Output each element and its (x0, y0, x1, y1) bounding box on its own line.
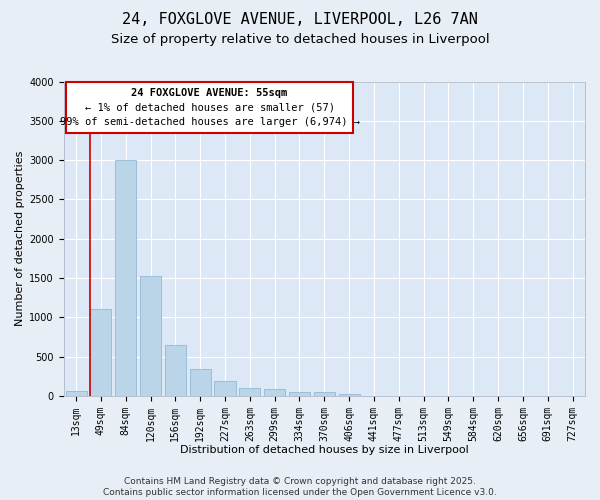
Bar (91, 310, 112, 396)
Bar (214, 382, 236, 396)
Text: ← 1% of detached houses are smaller (57): ← 1% of detached houses are smaller (57) (85, 102, 335, 113)
Bar (314, 392, 335, 396)
Y-axis label: Number of detached properties: Number of detached properties (15, 151, 25, 326)
Text: 24, FOXGLOVE AVENUE, LIVERPOOL, L26 7AN: 24, FOXGLOVE AVENUE, LIVERPOOL, L26 7AN (122, 12, 478, 28)
Bar (115, 160, 136, 396)
Text: Contains HM Land Registry data © Crown copyright and database right 2025.: Contains HM Land Registry data © Crown c… (124, 476, 476, 486)
Bar (140, 276, 161, 396)
Bar (65, 391, 86, 396)
Text: Contains public sector information licensed under the Open Government Licence v3: Contains public sector information licen… (103, 488, 497, 497)
Bar (190, 369, 211, 396)
Bar (338, 394, 359, 396)
Bar (165, 345, 186, 396)
Text: 24 FOXGLOVE AVENUE: 55sqm: 24 FOXGLOVE AVENUE: 55sqm (131, 88, 288, 98)
X-axis label: Distribution of detached houses by size in Liverpool: Distribution of detached houses by size … (180, 445, 469, 455)
Bar (289, 392, 310, 396)
Bar (239, 388, 260, 396)
Text: 99% of semi-detached houses are larger (6,974) →: 99% of semi-detached houses are larger (… (59, 117, 359, 127)
Bar (264, 389, 285, 396)
Text: Size of property relative to detached houses in Liverpool: Size of property relative to detached ho… (110, 32, 490, 46)
FancyBboxPatch shape (66, 82, 353, 134)
